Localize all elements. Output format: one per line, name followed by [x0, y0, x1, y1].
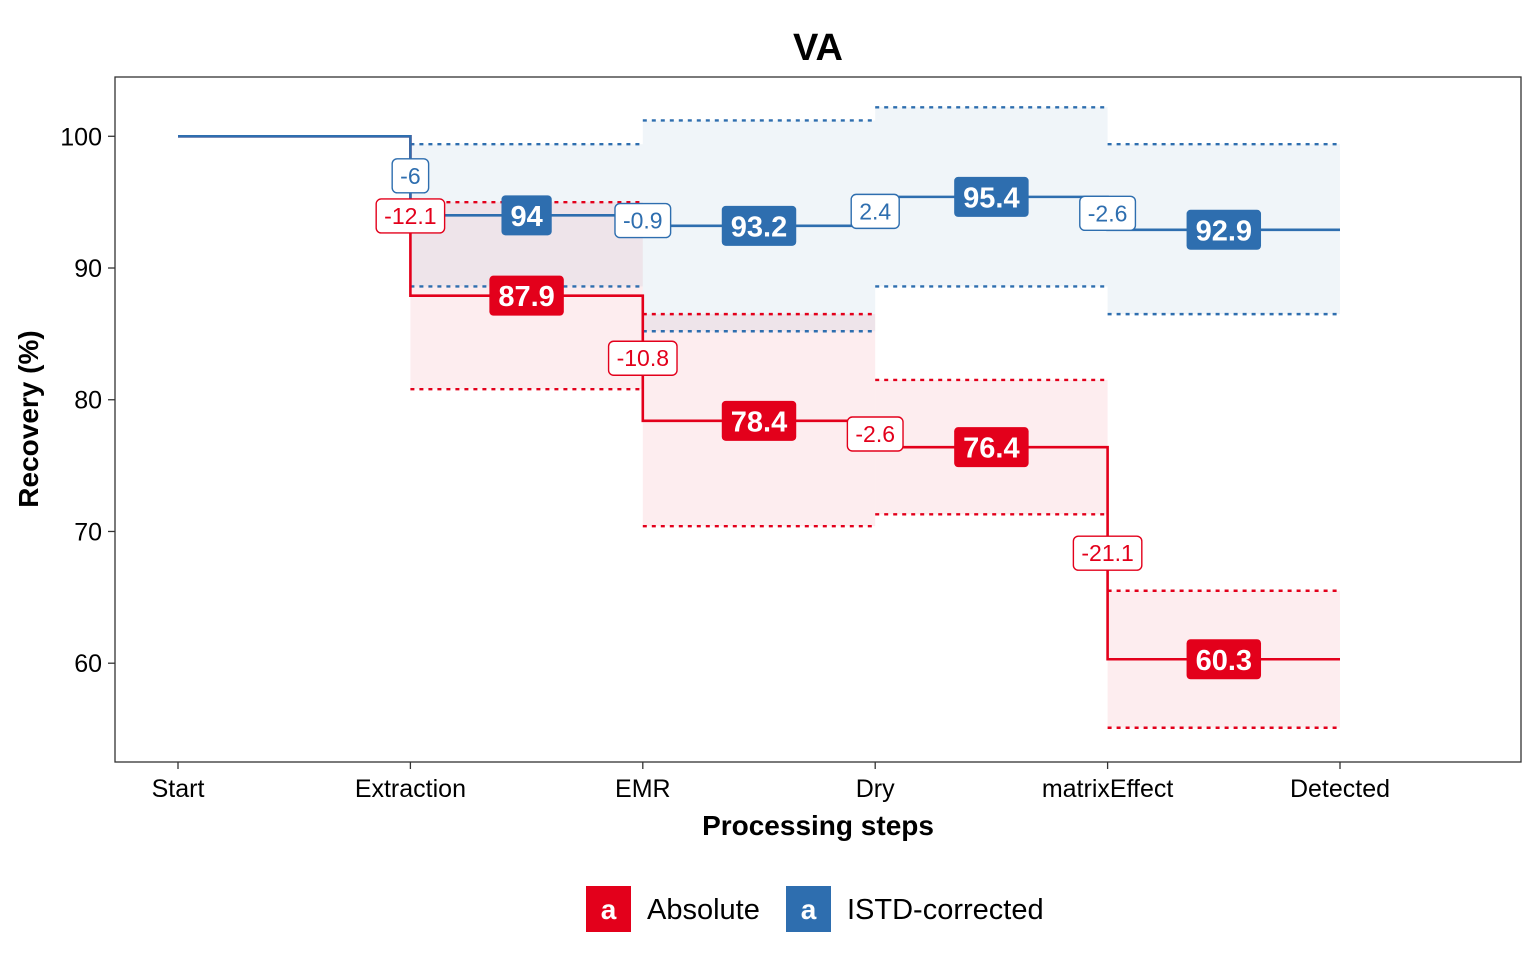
plot-panel-border — [114, 76, 1522, 763]
istd-corrected-value-box-4 — [1186, 209, 1262, 250]
x-tick-label-dry: Dry — [856, 775, 895, 803]
y-tick-label-80: 80 — [74, 387, 102, 415]
istd-corrected-value-box-1 — [501, 195, 552, 236]
istd-corrected-delta-box-4 — [1079, 195, 1137, 232]
istd-corrected-delta-label-2: -0.9 — [623, 208, 663, 234]
legend-label-istd-corrected: ISTD-corrected — [847, 894, 1044, 926]
absolute-delta-box-3 — [846, 416, 904, 452]
istd-corrected-delta-box-3 — [850, 193, 900, 230]
legend-key-absolute — [586, 886, 631, 932]
istd-corrected-value-box-3 — [954, 176, 1029, 217]
y-tick-label-90: 90 — [74, 255, 102, 283]
legend-label-absolute: Absolute — [647, 894, 760, 926]
legend-key-istd-corrected — [786, 886, 831, 932]
absolute-delta-box-4 — [1072, 535, 1143, 571]
absolute-delta-label-3: -2.6 — [855, 421, 895, 447]
istd-corrected-value-label-3: 95.4 — [963, 182, 1019, 214]
absolute-value-label-1: 87.9 — [498, 281, 554, 313]
istd-corrected-delta-box-2 — [614, 202, 672, 239]
absolute-value-box-4 — [1186, 639, 1262, 680]
istd-corrected-delta-label-3: 2.4 — [859, 198, 891, 224]
y-tick-label-60: 60 — [74, 650, 102, 678]
absolute-delta-label-2: -10.8 — [617, 345, 669, 371]
absolute-delta-label-4: -21.1 — [1081, 540, 1133, 566]
istd-corrected-value-box-2 — [721, 205, 797, 246]
legend: a Absolute a ISTD-corrected — [586, 886, 1044, 932]
absolute-delta-box-2 — [607, 340, 678, 376]
x-tick-label-emr: EMR — [615, 775, 671, 803]
istd-corrected-delta-box-1 — [391, 158, 430, 194]
legend-key-glyph-istd-corrected: a — [801, 894, 817, 925]
chart-title: VA — [793, 27, 843, 69]
istd-corrected-delta-label-4: -2.6 — [1088, 200, 1128, 226]
absolute-value-box-2 — [721, 400, 797, 441]
absolute-delta-label-1: -12.1 — [384, 203, 436, 229]
y-tick-label-70: 70 — [74, 518, 102, 546]
confidence-bounds — [410, 106, 1340, 729]
absolute-value-label-2: 78.4 — [731, 406, 787, 438]
x-tick-label-extraction: Extraction — [355, 775, 466, 803]
x-tick-label-start: Start — [152, 775, 205, 803]
y-axis: 60 70 80 90 100 — [60, 123, 115, 678]
istd-corrected-value-label-4: 92.9 — [1196, 215, 1252, 247]
y-tick-label-100: 100 — [60, 123, 102, 151]
istd-corrected-value-label-2: 93.2 — [731, 211, 787, 243]
x-axis-title: Processing steps — [702, 810, 934, 841]
istd-corrected-value-label-1: 94 — [510, 201, 542, 233]
data-labels: 87.9 -12.1 78.4 -10.8 76.4 -2.6 60.3 -21.1 94 -6 9… — [375, 158, 1262, 680]
x-axis: Start Extraction EMR Dry matrixEffect Detecte… — [152, 762, 1390, 803]
absolute-value-box-3 — [954, 427, 1029, 468]
absolute-value-label-3: 76.4 — [963, 433, 1019, 465]
legend-key-glyph-absolute: a — [601, 894, 617, 925]
y-axis-title: Recovery (%) — [13, 330, 44, 507]
absolute-value-box-1 — [489, 275, 564, 316]
x-tick-label-matrixeffect: matrixEffect — [1042, 775, 1174, 803]
absolute-delta-box-1 — [375, 198, 446, 234]
istd-corrected-delta-label-1: -6 — [400, 163, 420, 189]
x-tick-label-detected: Detected — [1290, 775, 1390, 803]
absolute-value-label-4: 60.3 — [1196, 645, 1252, 677]
